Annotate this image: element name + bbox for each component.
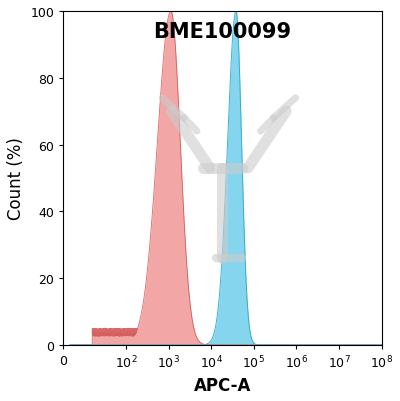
Y-axis label: Count (%): Count (%)	[7, 137, 25, 220]
X-axis label: APC-A: APC-A	[194, 376, 251, 394]
Text: BME100099: BME100099	[154, 22, 292, 42]
